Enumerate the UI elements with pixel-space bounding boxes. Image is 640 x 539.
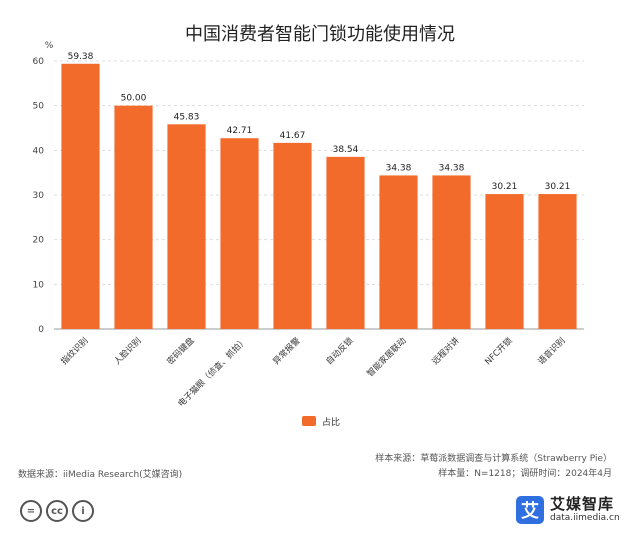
brand-logo-icon: 艾 <box>516 496 544 524</box>
brand-name: 艾媒智库 <box>550 495 615 513</box>
x-tick-label: NFC开锁 <box>483 335 515 367</box>
data-source: 数据来源：iiMedia Research(艾媒咨询) <box>18 470 183 480</box>
bar <box>538 194 577 329</box>
x-tick-label: 指纹识别 <box>59 335 91 367</box>
y-tick-label: 20 <box>33 236 45 246</box>
data-label: 38.54 <box>333 145 359 155</box>
bar <box>273 142 312 329</box>
legend: 占比 <box>302 416 340 428</box>
data-label: 30.21 <box>545 182 571 192</box>
data-label: 50.00 <box>121 94 147 104</box>
legend-swatch <box>302 416 316 426</box>
chart-title: 中国消费者智能门锁功能使用情况 <box>185 24 455 45</box>
data-labels: 59.38 50.00 45.83 42.71 41.67 38.54 34.38 34.38… <box>68 52 571 192</box>
y-axis-ticks: 0 10 20 30 40 50 60 <box>33 57 45 335</box>
noderivs-icon: = <box>20 500 42 522</box>
data-label: 34.38 <box>439 163 465 173</box>
x-tick-label: 密码键盘 <box>165 335 197 367</box>
data-label: 41.67 <box>280 131 306 141</box>
data-label: 59.38 <box>68 52 94 62</box>
bar <box>485 194 524 329</box>
y-tick-label: 10 <box>33 280 45 290</box>
bars <box>61 63 577 330</box>
data-label: 42.71 <box>227 126 253 136</box>
y-tick-label: 40 <box>33 146 45 156</box>
attribution-icon: i <box>72 500 94 522</box>
x-tick-label: 人脸识别 <box>112 335 144 367</box>
bar <box>326 156 365 329</box>
bar <box>114 105 153 330</box>
y-tick-label: 30 <box>33 191 45 201</box>
license-icons: = cc i <box>20 500 94 522</box>
brand-url: data.iimedia.cn <box>550 513 620 523</box>
x-tick-label: 远程对讲 <box>430 335 462 367</box>
bar <box>379 175 418 329</box>
x-tick-label: 异常报警 <box>271 335 303 367</box>
bar <box>61 63 100 329</box>
legend-label: 占比 <box>322 416 340 428</box>
x-tick-label: 自动反锁 <box>324 335 356 367</box>
y-tick-label: 0 <box>38 325 44 335</box>
y-axis-unit: % <box>45 41 54 51</box>
y-tick-label: 50 <box>33 102 45 112</box>
brand: 艾 艾媒智库 data.iimedia.cn <box>516 496 620 524</box>
data-label: 34.38 <box>386 163 412 173</box>
sample-size: 样本量：N=1218；调研时间：2024年4月 <box>438 469 612 479</box>
data-label: 45.83 <box>174 112 200 122</box>
x-tick-label: 智能家居联动 <box>365 335 409 379</box>
footer-notes: 样本来源：草莓派数据调查与计算系统（Strawberry Pie） 样本量：N=… <box>375 452 612 482</box>
bar <box>220 138 259 329</box>
creative-commons-icon: cc <box>46 500 68 522</box>
data-label: 30.21 <box>492 182 518 192</box>
y-tick-label: 60 <box>33 57 45 67</box>
bar <box>432 175 471 329</box>
bar <box>167 124 206 329</box>
x-tick-label: 语音识别 <box>536 335 568 367</box>
sample-source: 样本来源：草莓派数据调查与计算系统（Strawberry Pie） <box>375 454 612 464</box>
